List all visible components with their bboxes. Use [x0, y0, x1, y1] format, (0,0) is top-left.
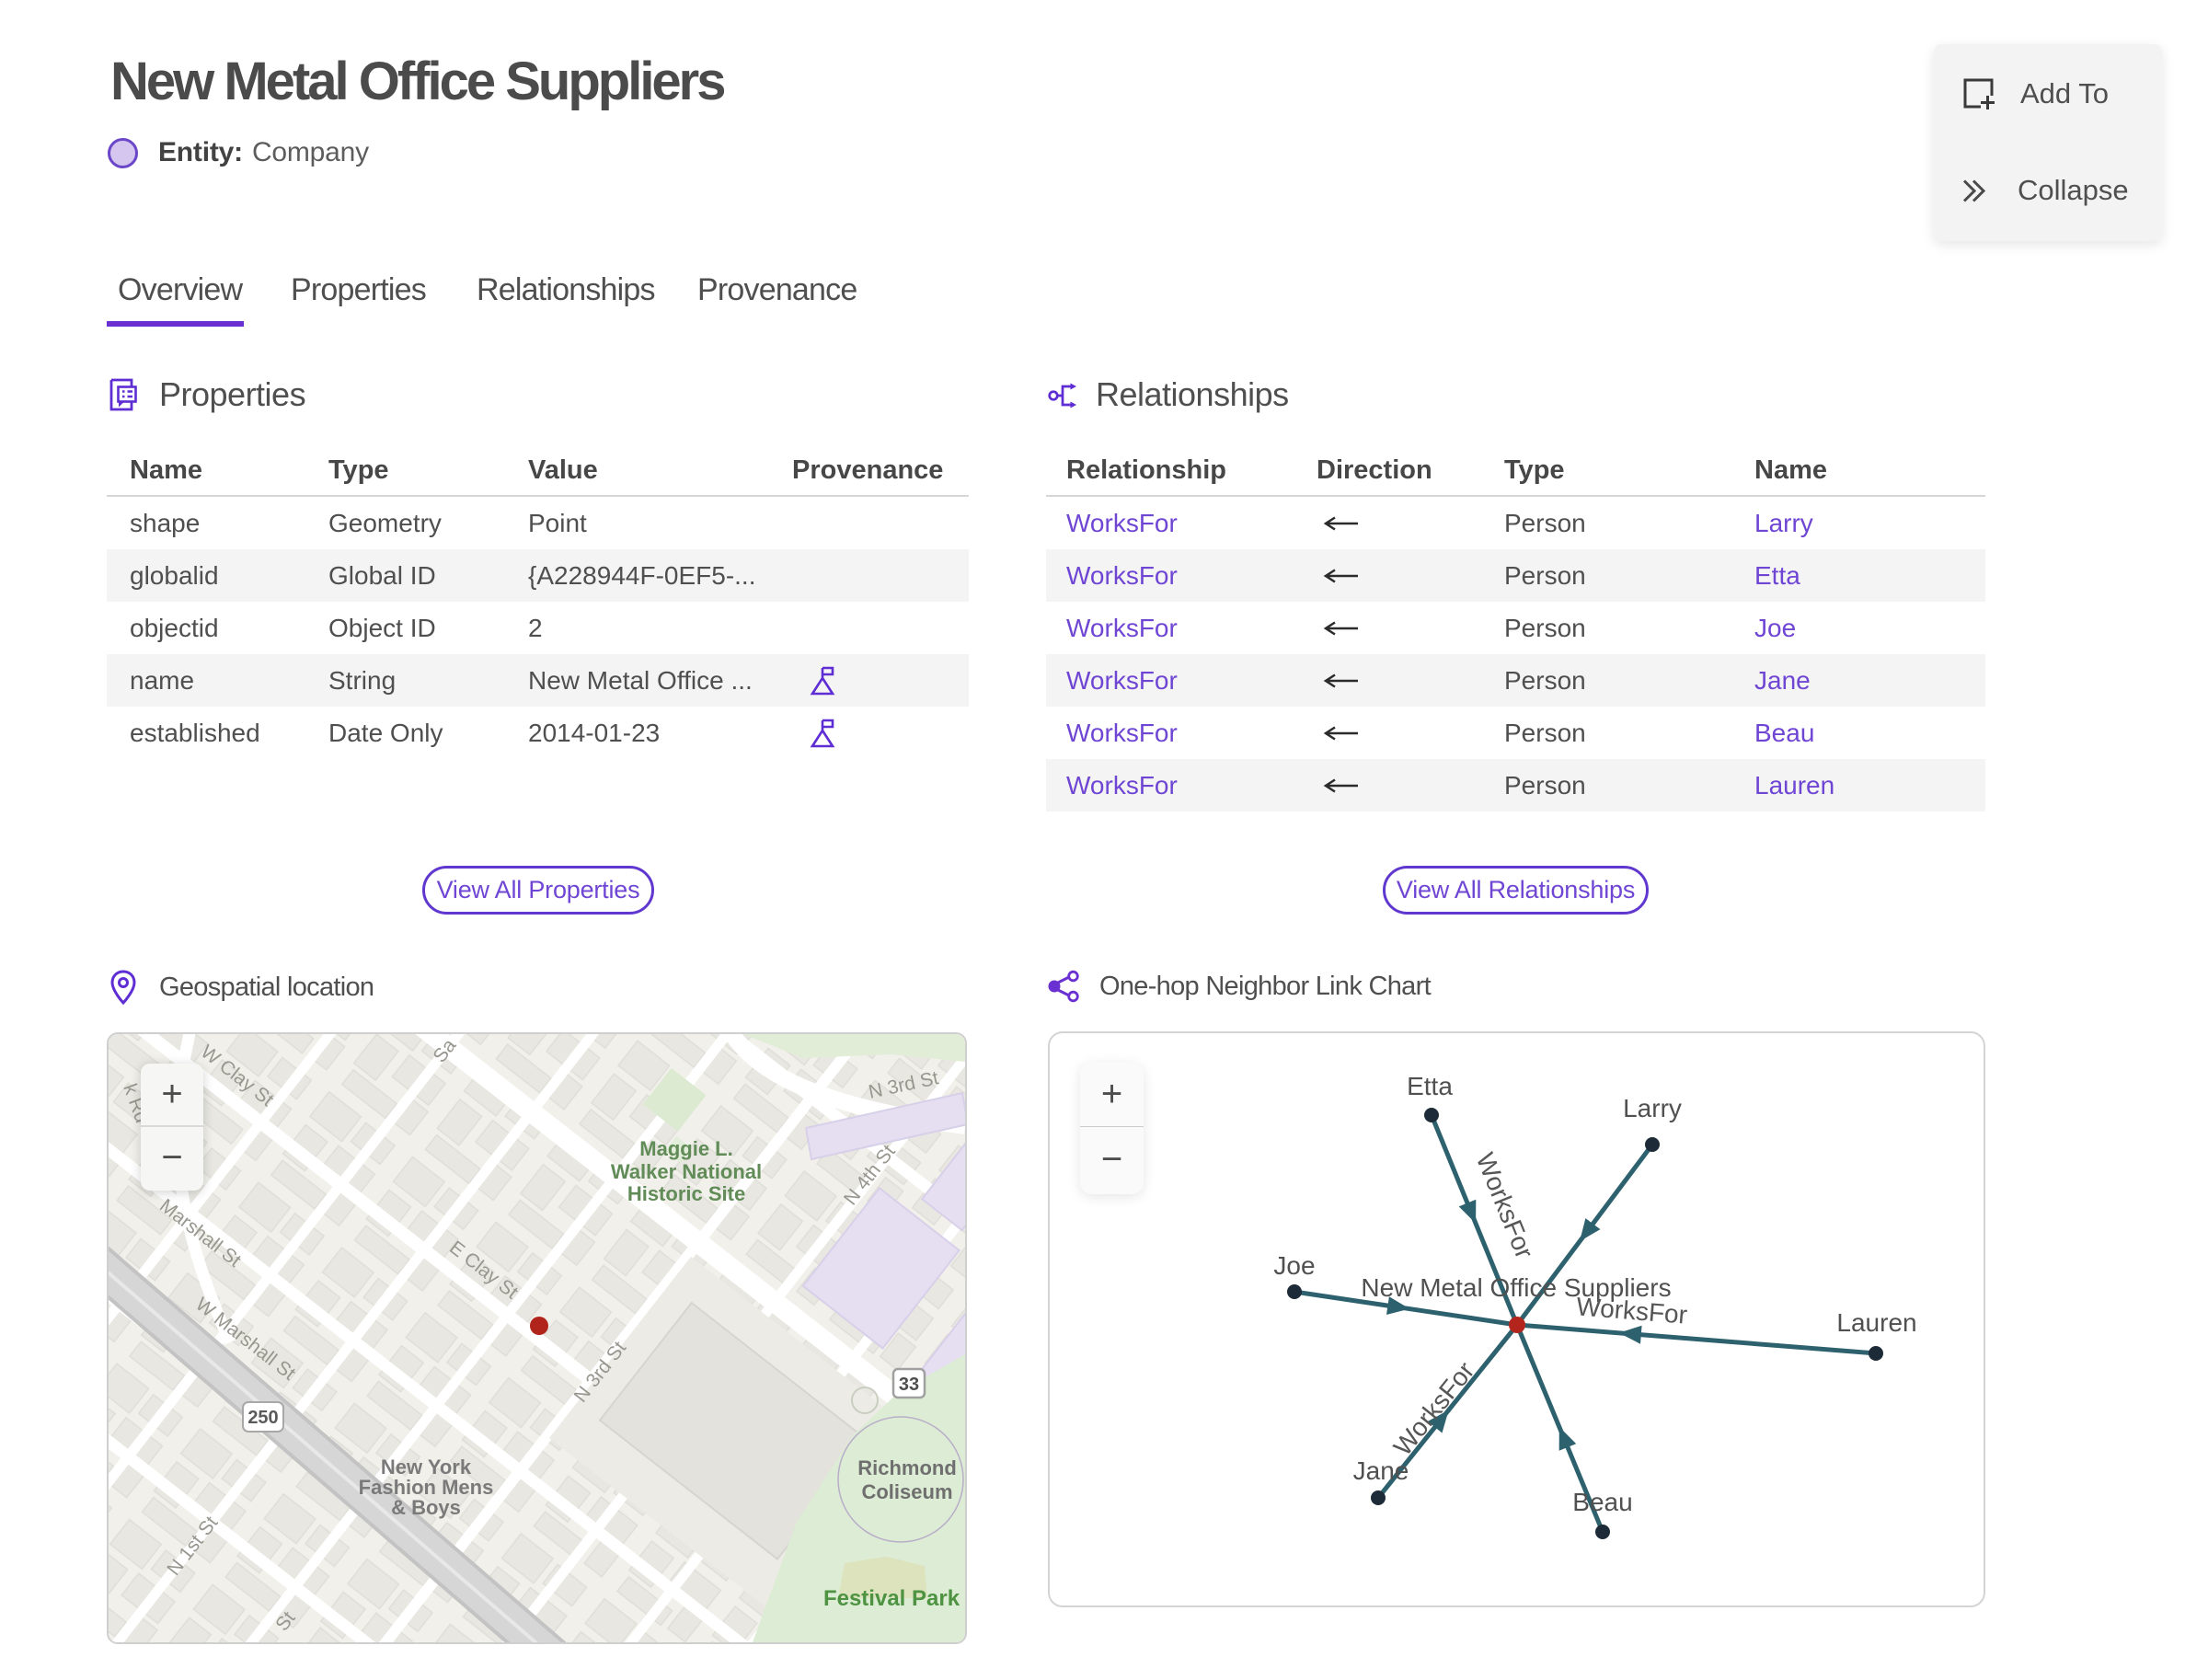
svg-text:Joe: Joe	[1273, 1251, 1315, 1280]
svg-text:WorksFor: WorksFor	[1575, 1292, 1688, 1329]
svg-text:Historic Site: Historic Site	[627, 1182, 745, 1205]
svg-text:WorksFor: WorksFor	[1388, 1356, 1480, 1461]
svg-text:Richmond: Richmond	[857, 1456, 957, 1479]
svg-text:Larry: Larry	[1623, 1094, 1682, 1122]
svg-text:WorksFor: WorksFor	[1471, 1149, 1539, 1263]
svg-text:Etta: Etta	[1407, 1072, 1453, 1100]
svg-text:Beau: Beau	[1572, 1488, 1632, 1516]
svg-text:Maggie L.: Maggie L.	[639, 1137, 732, 1160]
svg-text:New York: New York	[381, 1456, 472, 1479]
svg-text:& Boys: & Boys	[391, 1496, 461, 1519]
svg-text:250: 250	[247, 1408, 278, 1428]
svg-text:Coliseum: Coliseum	[861, 1480, 952, 1503]
svg-text:Walker National: Walker National	[611, 1160, 762, 1183]
svg-text:New Metal Office Suppliers: New Metal Office Suppliers	[1361, 1273, 1671, 1302]
svg-text:Festival Park: Festival Park	[823, 1586, 960, 1611]
svg-text:Fashion Mens: Fashion Mens	[359, 1476, 494, 1499]
svg-text:Jane: Jane	[1353, 1456, 1409, 1485]
svg-text:Lauren: Lauren	[1836, 1308, 1916, 1337]
svg-text:33: 33	[899, 1375, 919, 1395]
